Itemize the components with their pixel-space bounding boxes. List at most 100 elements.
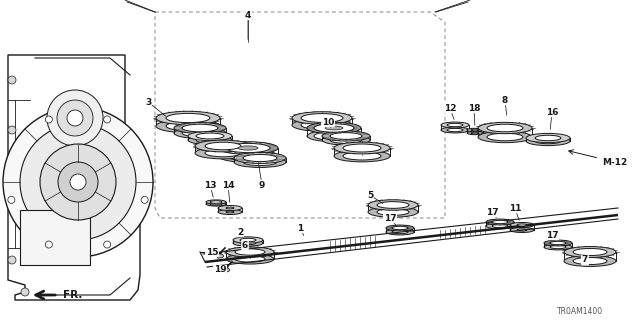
Ellipse shape <box>243 158 277 165</box>
Ellipse shape <box>573 248 607 256</box>
Ellipse shape <box>234 153 286 164</box>
Ellipse shape <box>486 223 514 229</box>
Text: 15: 15 <box>205 247 218 257</box>
Ellipse shape <box>314 124 354 132</box>
Ellipse shape <box>195 147 251 159</box>
Circle shape <box>8 196 15 203</box>
Ellipse shape <box>216 254 223 258</box>
Ellipse shape <box>188 132 232 140</box>
Ellipse shape <box>478 122 532 134</box>
Text: 9: 9 <box>259 180 265 189</box>
Text: 7: 7 <box>582 255 588 265</box>
Ellipse shape <box>210 201 222 203</box>
Ellipse shape <box>478 131 532 143</box>
Circle shape <box>8 256 16 264</box>
Ellipse shape <box>233 240 263 246</box>
Ellipse shape <box>330 133 362 140</box>
Ellipse shape <box>564 256 616 267</box>
Ellipse shape <box>447 128 463 132</box>
Ellipse shape <box>156 119 220 133</box>
Text: 14: 14 <box>221 180 234 189</box>
Circle shape <box>8 126 16 134</box>
Circle shape <box>45 116 52 123</box>
Text: 8: 8 <box>502 95 508 105</box>
Text: 18: 18 <box>468 103 480 113</box>
Text: 10: 10 <box>322 117 334 126</box>
Circle shape <box>21 288 29 296</box>
Ellipse shape <box>377 209 409 215</box>
Ellipse shape <box>223 268 230 272</box>
Text: 17: 17 <box>546 230 558 239</box>
Ellipse shape <box>441 122 469 128</box>
Ellipse shape <box>573 257 607 265</box>
Ellipse shape <box>386 229 414 235</box>
Ellipse shape <box>301 114 343 123</box>
Ellipse shape <box>166 121 210 131</box>
Ellipse shape <box>510 228 534 233</box>
Ellipse shape <box>368 207 418 217</box>
Text: 17: 17 <box>486 207 499 217</box>
Ellipse shape <box>447 123 463 127</box>
Ellipse shape <box>205 142 241 150</box>
Ellipse shape <box>240 241 256 245</box>
Ellipse shape <box>544 244 572 250</box>
Ellipse shape <box>182 129 218 137</box>
Ellipse shape <box>535 135 561 141</box>
Ellipse shape <box>206 202 226 206</box>
Ellipse shape <box>218 205 242 211</box>
Ellipse shape <box>392 230 408 234</box>
Ellipse shape <box>510 222 534 228</box>
Text: 4: 4 <box>245 11 251 20</box>
Ellipse shape <box>196 137 224 143</box>
Ellipse shape <box>188 135 232 145</box>
Circle shape <box>20 124 136 240</box>
Ellipse shape <box>238 146 258 150</box>
Ellipse shape <box>206 200 226 204</box>
Text: TR0AM1400: TR0AM1400 <box>557 308 603 316</box>
Text: 12: 12 <box>444 103 456 113</box>
Ellipse shape <box>334 142 390 154</box>
Ellipse shape <box>330 137 362 143</box>
Circle shape <box>141 196 148 203</box>
Ellipse shape <box>218 210 242 214</box>
Ellipse shape <box>292 112 352 124</box>
Ellipse shape <box>535 138 561 144</box>
Ellipse shape <box>386 225 414 231</box>
Circle shape <box>70 174 86 190</box>
Ellipse shape <box>218 150 278 162</box>
Ellipse shape <box>471 129 479 131</box>
Ellipse shape <box>210 203 222 205</box>
Ellipse shape <box>314 132 354 140</box>
Ellipse shape <box>550 241 566 245</box>
Ellipse shape <box>377 202 409 208</box>
Ellipse shape <box>526 133 570 143</box>
Circle shape <box>57 100 93 136</box>
Ellipse shape <box>334 150 390 162</box>
Text: 19: 19 <box>214 266 227 275</box>
Ellipse shape <box>471 132 479 134</box>
Ellipse shape <box>226 211 234 213</box>
Ellipse shape <box>343 152 381 160</box>
Ellipse shape <box>240 238 256 242</box>
Ellipse shape <box>492 220 508 224</box>
Text: 2: 2 <box>237 228 243 236</box>
Ellipse shape <box>517 224 527 226</box>
Ellipse shape <box>486 219 514 225</box>
Circle shape <box>45 241 52 248</box>
Ellipse shape <box>235 256 265 262</box>
Text: FR.: FR. <box>63 290 83 300</box>
Ellipse shape <box>226 151 270 161</box>
Text: 13: 13 <box>204 180 216 189</box>
Ellipse shape <box>441 127 469 133</box>
Ellipse shape <box>166 113 210 123</box>
Ellipse shape <box>156 111 220 125</box>
Ellipse shape <box>322 135 370 145</box>
Circle shape <box>58 162 98 202</box>
Ellipse shape <box>487 133 523 141</box>
Ellipse shape <box>487 124 523 132</box>
Ellipse shape <box>226 254 274 264</box>
Text: 17: 17 <box>384 213 396 222</box>
Ellipse shape <box>226 207 234 209</box>
Text: 16: 16 <box>546 108 558 116</box>
Ellipse shape <box>292 119 352 131</box>
